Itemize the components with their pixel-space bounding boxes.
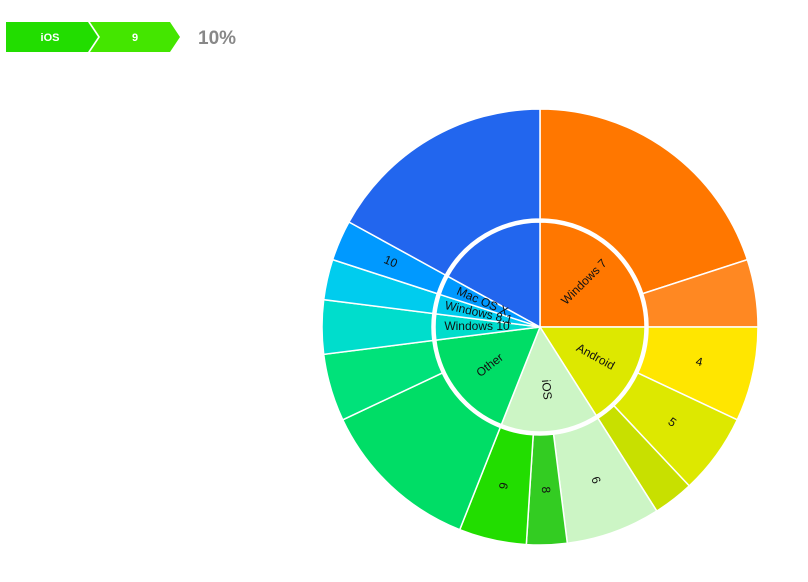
- ring1-android-1[interactable]: [538, 326, 646, 417]
- breadcrumb-item-ios[interactable]: iOS: [6, 22, 98, 52]
- label-ring1-windows-10-4: Windows 10: [444, 319, 510, 333]
- breadcrumb-item-9-shape: [90, 22, 180, 52]
- label-ring1-ios-2: iOS: [539, 379, 555, 400]
- breadcrumb-item-9-label: 9: [132, 32, 138, 44]
- label-ring2-8-6: 8: [539, 486, 553, 493]
- ring2-segment-13[interactable]: [347, 108, 541, 276]
- ring1-segment-7[interactable]: [446, 221, 541, 329]
- breadcrumb-item-9[interactable]: 9: [90, 22, 180, 52]
- sunburst-rings: [321, 108, 759, 546]
- label-ring2-9-7: 9: [496, 481, 511, 491]
- ring1-ios-2[interactable]: [500, 325, 598, 433]
- breadcrumb: iOS 9 10%: [6, 22, 236, 52]
- breadcrumb-item-ios-label: iOS: [41, 32, 60, 44]
- ring1-windows-7-0[interactable]: [539, 221, 646, 328]
- breadcrumb-item-ios-shape: [6, 22, 98, 52]
- label-ring2-6-5: 6: [588, 475, 604, 486]
- label-ring2-4-2: 4: [694, 354, 704, 369]
- percentage-readout: 10%: [198, 28, 236, 49]
- ring1-other-3[interactable]: [434, 326, 542, 426]
- ring2-segment-0[interactable]: [539, 108, 749, 295]
- label-ring2-10-12: 10: [382, 252, 400, 270]
